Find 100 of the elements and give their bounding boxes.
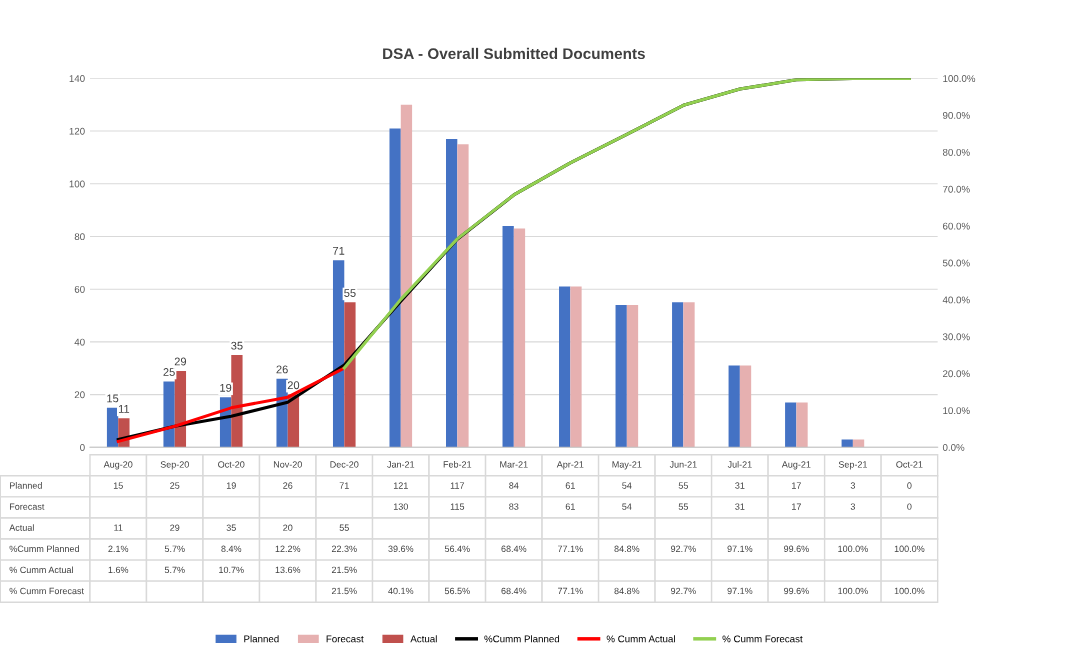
x-tick-label: Nov-20: [273, 461, 302, 468]
data-label: 77.1%: [557, 587, 583, 595]
data-label: 0: [907, 482, 912, 489]
data-label: 97.1%: [727, 587, 753, 595]
data-label: 100.0%: [838, 587, 868, 595]
data-label: 19: [226, 482, 236, 489]
data-label: 31: [735, 503, 745, 510]
data-label: 5.7%: [164, 566, 185, 574]
x-tick-label: Jan-21: [387, 461, 415, 468]
data-label: 55: [678, 503, 688, 510]
data-label: 2.1%: [108, 545, 129, 552]
x-tick-label: Mar-21: [500, 461, 528, 468]
data-label: 22.3%: [331, 545, 357, 552]
data-label: 20: [283, 524, 293, 531]
x-tick-label: Aug-20: [103, 461, 133, 470]
data-label: 77.1%: [557, 545, 583, 552]
data-label: 84.8%: [614, 545, 640, 552]
data-label: 21.5%: [331, 566, 357, 574]
data-label: 97.1%: [727, 545, 753, 552]
data-label: 121: [393, 482, 408, 489]
text: % Cumm Forecast: [9, 587, 84, 595]
y2-tick-label: 20.0%: [943, 370, 970, 378]
data-label: 31: [735, 482, 745, 489]
annotation: 20: [287, 381, 300, 390]
data-label: 68.4%: [501, 587, 527, 595]
data-label: 1.6%: [108, 566, 129, 574]
annotation: 55: [344, 289, 356, 297]
text: Actual: [9, 524, 34, 531]
y2-tick-label: 10.0%: [943, 407, 970, 415]
y2-tick-label: 0.0%: [942, 444, 965, 451]
data-label: 3: [850, 503, 856, 510]
annotation: 29: [174, 357, 187, 366]
x-tick-label: Aug-21: [781, 461, 811, 470]
data-label: 71: [339, 482, 349, 489]
x-tick-label: Jul-21: [727, 461, 752, 468]
legend-label: % Cumm Actual: [606, 635, 675, 643]
data-label: 40.1%: [388, 587, 414, 595]
data-label: 61: [565, 482, 575, 489]
annotation: 26: [276, 365, 288, 374]
y-tick-label: 100: [69, 180, 85, 188]
data-label: 54: [622, 503, 632, 510]
data-label: 10.7%: [219, 566, 244, 574]
y2-tick-label: 100.0%: [943, 75, 976, 82]
y-tick-label: 40: [74, 338, 85, 346]
data-label: 29: [170, 524, 180, 531]
data-label: 8.4%: [221, 545, 242, 552]
data-label: 100.0%: [838, 545, 868, 552]
annotation: 25: [163, 368, 175, 376]
data-label: 3: [850, 482, 856, 489]
text: Planned: [9, 482, 42, 489]
y-tick-label: 80: [74, 233, 85, 241]
text: %Cumm Planned: [9, 545, 79, 552]
data-label: 115: [450, 503, 465, 510]
x-tick-label: Dec-20: [330, 461, 359, 468]
legend-label: %Cumm Planned: [484, 635, 560, 643]
x-tick-label: Apr-21: [556, 461, 584, 470]
data-label: 56.5%: [444, 587, 470, 595]
data-label: 0: [907, 503, 912, 510]
data-label: 92.7%: [670, 545, 696, 552]
y2-tick-label: 70.0%: [943, 185, 970, 193]
data-label: 130: [393, 503, 408, 510]
y2-tick-label: 80.0%: [942, 148, 970, 156]
chart-title: DSA - Overall Submitted Documents: [383, 47, 645, 60]
y-tick-label: 20: [74, 391, 85, 399]
x-tick-label: Jun-21: [669, 461, 697, 468]
data-label: 55: [678, 482, 688, 489]
x-tick-label: Sep-20: [160, 461, 189, 470]
y2-tick-label: 90.0%: [942, 111, 970, 119]
annotation: 15: [107, 394, 119, 403]
data-label: 11: [114, 524, 123, 531]
text: % Cumm Actual: [9, 566, 73, 574]
legend-label: % Cumm Forecast: [722, 635, 803, 643]
data-label: 61: [565, 503, 575, 510]
y-tick-label: 0: [80, 444, 85, 451]
data-label: 25: [170, 482, 180, 489]
data-label: 92.7%: [670, 587, 696, 595]
y-tick-label: 140: [69, 75, 85, 82]
data-label: 35: [226, 524, 236, 531]
data-label: 84: [509, 482, 519, 489]
annotation: 11: [118, 405, 130, 413]
data-label: 100.0%: [894, 545, 925, 552]
data-label: 12.2%: [275, 545, 301, 552]
legend-label: Forecast: [326, 635, 364, 643]
text: Forecast: [9, 503, 45, 510]
x-tick-label: May-21: [612, 461, 642, 470]
legend-label: Actual: [410, 635, 437, 643]
data-label: 15: [113, 482, 123, 489]
data-label: 39.6%: [388, 545, 414, 552]
data-label: 21.5%: [331, 587, 357, 595]
x-tick-label: Oct-20: [218, 461, 245, 468]
data-label: 17: [792, 503, 801, 510]
y-tick-label: 60: [74, 285, 85, 293]
data-label: 68.4%: [501, 545, 527, 552]
data-label: 117: [450, 482, 465, 489]
data-label: 17: [792, 482, 801, 489]
data-label: 56.4%: [444, 545, 470, 552]
y2-tick-label: 60.0%: [943, 222, 970, 230]
data-label: 100.0%: [894, 587, 925, 595]
annotation: 19: [220, 383, 232, 392]
data-label: 13.6%: [275, 566, 301, 574]
